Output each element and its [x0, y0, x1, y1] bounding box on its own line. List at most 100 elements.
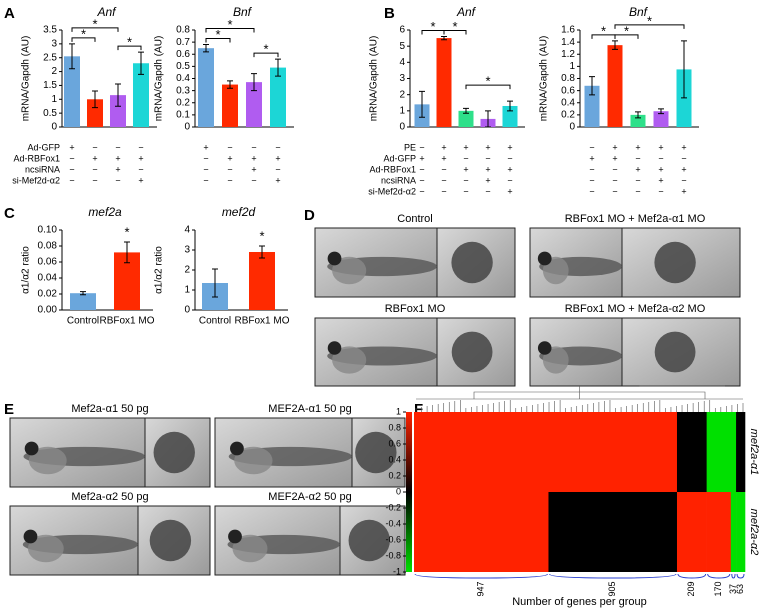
condition-sign: + [612, 153, 617, 163]
y-tick-label: 0.5 [43, 108, 57, 119]
y-axis-label: mRNA/Gapdh (AU) [21, 36, 32, 122]
significance-label: * [263, 42, 268, 57]
zoom-head [451, 331, 493, 373]
condition-sign: − [69, 153, 74, 163]
y-tick-label: 1.2 [561, 49, 575, 60]
condition-sign: − [463, 186, 468, 196]
condition-sign: + [658, 142, 663, 152]
condition-sign: + [612, 142, 617, 152]
y-axis-label: mRNA/Gapdh (AU) [154, 36, 165, 122]
condition-sign: + [589, 153, 594, 163]
significance-bracket [443, 29, 467, 35]
y-tick-label: 0.00 [38, 305, 58, 316]
significance-bracket [71, 37, 96, 42]
condition-sign: + [275, 153, 280, 163]
y-tick-label: 5 [399, 41, 405, 52]
condition-sign: − [419, 175, 424, 185]
x-axis-label: Number of genes per group [512, 596, 647, 608]
condition-sign: + [681, 186, 686, 196]
y-tick-label: 2 [184, 265, 190, 276]
significance-label: * [485, 74, 490, 89]
colorbar-tick-label: 0.2 [388, 470, 401, 480]
condition-sign: − [507, 175, 512, 185]
error-bar [124, 241, 130, 264]
heatmap-cell [414, 492, 549, 572]
significance-bracket [117, 45, 142, 51]
larva-yolk [542, 346, 569, 374]
condition-sign: + [635, 164, 640, 174]
bar [87, 99, 103, 127]
condition-label: si-Mef2d-α2 [12, 175, 60, 185]
chart-title: Anf [96, 5, 117, 19]
image-caption: Mef2a-α1 50 pg [71, 403, 148, 415]
condition-label: ncsiRNA [381, 175, 416, 185]
larva-eye [537, 251, 552, 266]
group-size-label: 170 [713, 581, 723, 596]
condition-sign: − [485, 186, 490, 196]
y-tick-label: 0.8 [176, 25, 190, 36]
condition-sign: − [589, 142, 594, 152]
y-tick-label: 0.06 [38, 257, 58, 268]
y-tick-label: 1 [184, 285, 190, 296]
significance-label: * [259, 228, 264, 243]
bar [270, 67, 286, 127]
condition-label: ncsiRNA [25, 164, 60, 174]
y-tick-label: 0.2 [176, 97, 190, 108]
colorbar-tick-label: 0.8 [388, 422, 401, 432]
significance-label: * [124, 224, 129, 239]
y-tick-label: 0.5 [176, 61, 190, 72]
condition-label: PE [404, 142, 416, 152]
group-bracket [677, 573, 707, 579]
bar [436, 38, 452, 128]
condition-sign: − [251, 142, 256, 152]
condition-sign: − [251, 175, 256, 185]
larva-eye [23, 529, 38, 544]
x-tick-label: RBFox1 MO [234, 316, 289, 327]
error-bar [612, 40, 618, 50]
zoom-head [149, 519, 192, 562]
y-tick-label: 1.4 [561, 37, 575, 48]
condition-sign: + [92, 153, 97, 163]
condition-sign: + [115, 153, 120, 163]
significance-label: * [452, 19, 457, 34]
larva-eye [327, 341, 342, 355]
larva-yolk [332, 256, 367, 285]
condition-sign: + [69, 142, 74, 152]
condition-sign: + [635, 142, 640, 152]
condition-sign: − [92, 164, 97, 174]
condition-sign: − [419, 164, 424, 174]
larva-eye [24, 441, 39, 456]
condition-sign: − [275, 164, 280, 174]
panel-label: C [4, 205, 15, 222]
condition-sign: − [115, 175, 120, 185]
heatmap-cell [706, 492, 732, 572]
condition-sign: + [115, 164, 120, 174]
condition-sign: − [589, 175, 594, 185]
y-tick-label: 4 [184, 225, 190, 236]
significance-label: * [127, 35, 132, 50]
condition-sign: − [441, 186, 446, 196]
row-label: mef2a-α1 [748, 429, 760, 476]
y-tick-label: 1 [569, 61, 575, 72]
y-tick-label: 0.8 [561, 73, 575, 84]
group-size-label: 63 [735, 584, 745, 594]
y-tick-label: 1.6 [561, 25, 575, 36]
condition-sign: + [507, 164, 512, 174]
condition-sign: + [463, 164, 468, 174]
panel-label: F [414, 401, 423, 418]
larva-eye [228, 529, 242, 544]
zoom-head [153, 431, 195, 474]
condition-label: Ad-GFP [383, 153, 416, 163]
error-bar [69, 43, 75, 70]
condition-label: Ad-RBFox1 [369, 164, 416, 174]
y-tick-label: 0 [569, 122, 575, 133]
condition-sign: − [203, 164, 208, 174]
condition-sign: − [69, 164, 74, 174]
error-bar [115, 83, 121, 107]
condition-sign: − [227, 175, 232, 185]
significance-label: * [92, 16, 97, 31]
condition-sign: − [612, 186, 617, 196]
group-size-label: 37 [728, 584, 738, 594]
significance-label: * [601, 23, 606, 38]
